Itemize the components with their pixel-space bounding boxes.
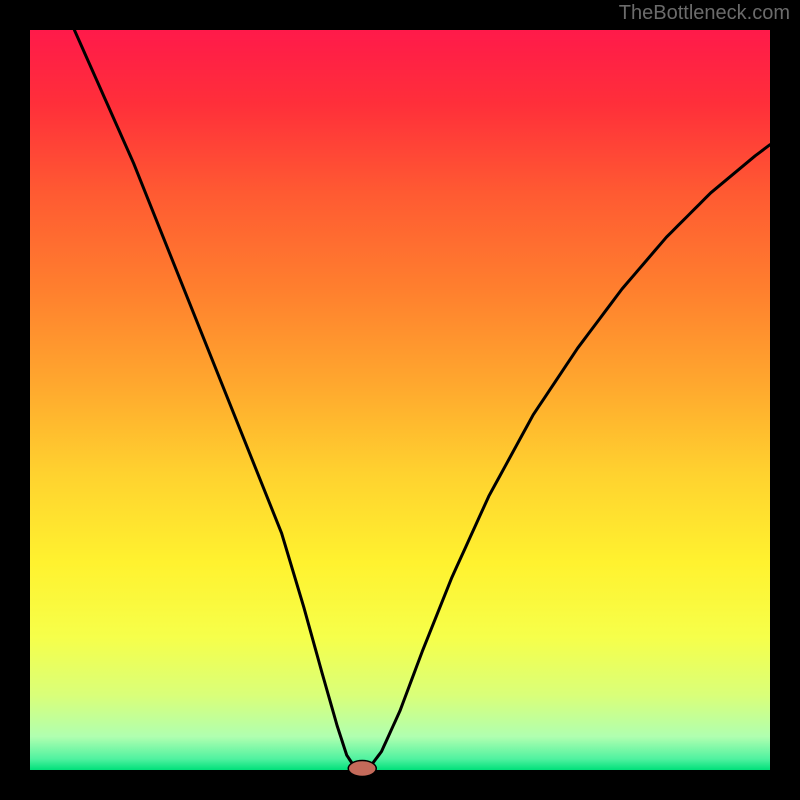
minimum-marker [348,761,376,777]
bottleneck-chart [0,0,800,800]
chart-container: TheBottleneck.com [0,0,800,800]
watermark-label: TheBottleneck.com [619,2,790,25]
chart-plot-background [30,30,770,770]
